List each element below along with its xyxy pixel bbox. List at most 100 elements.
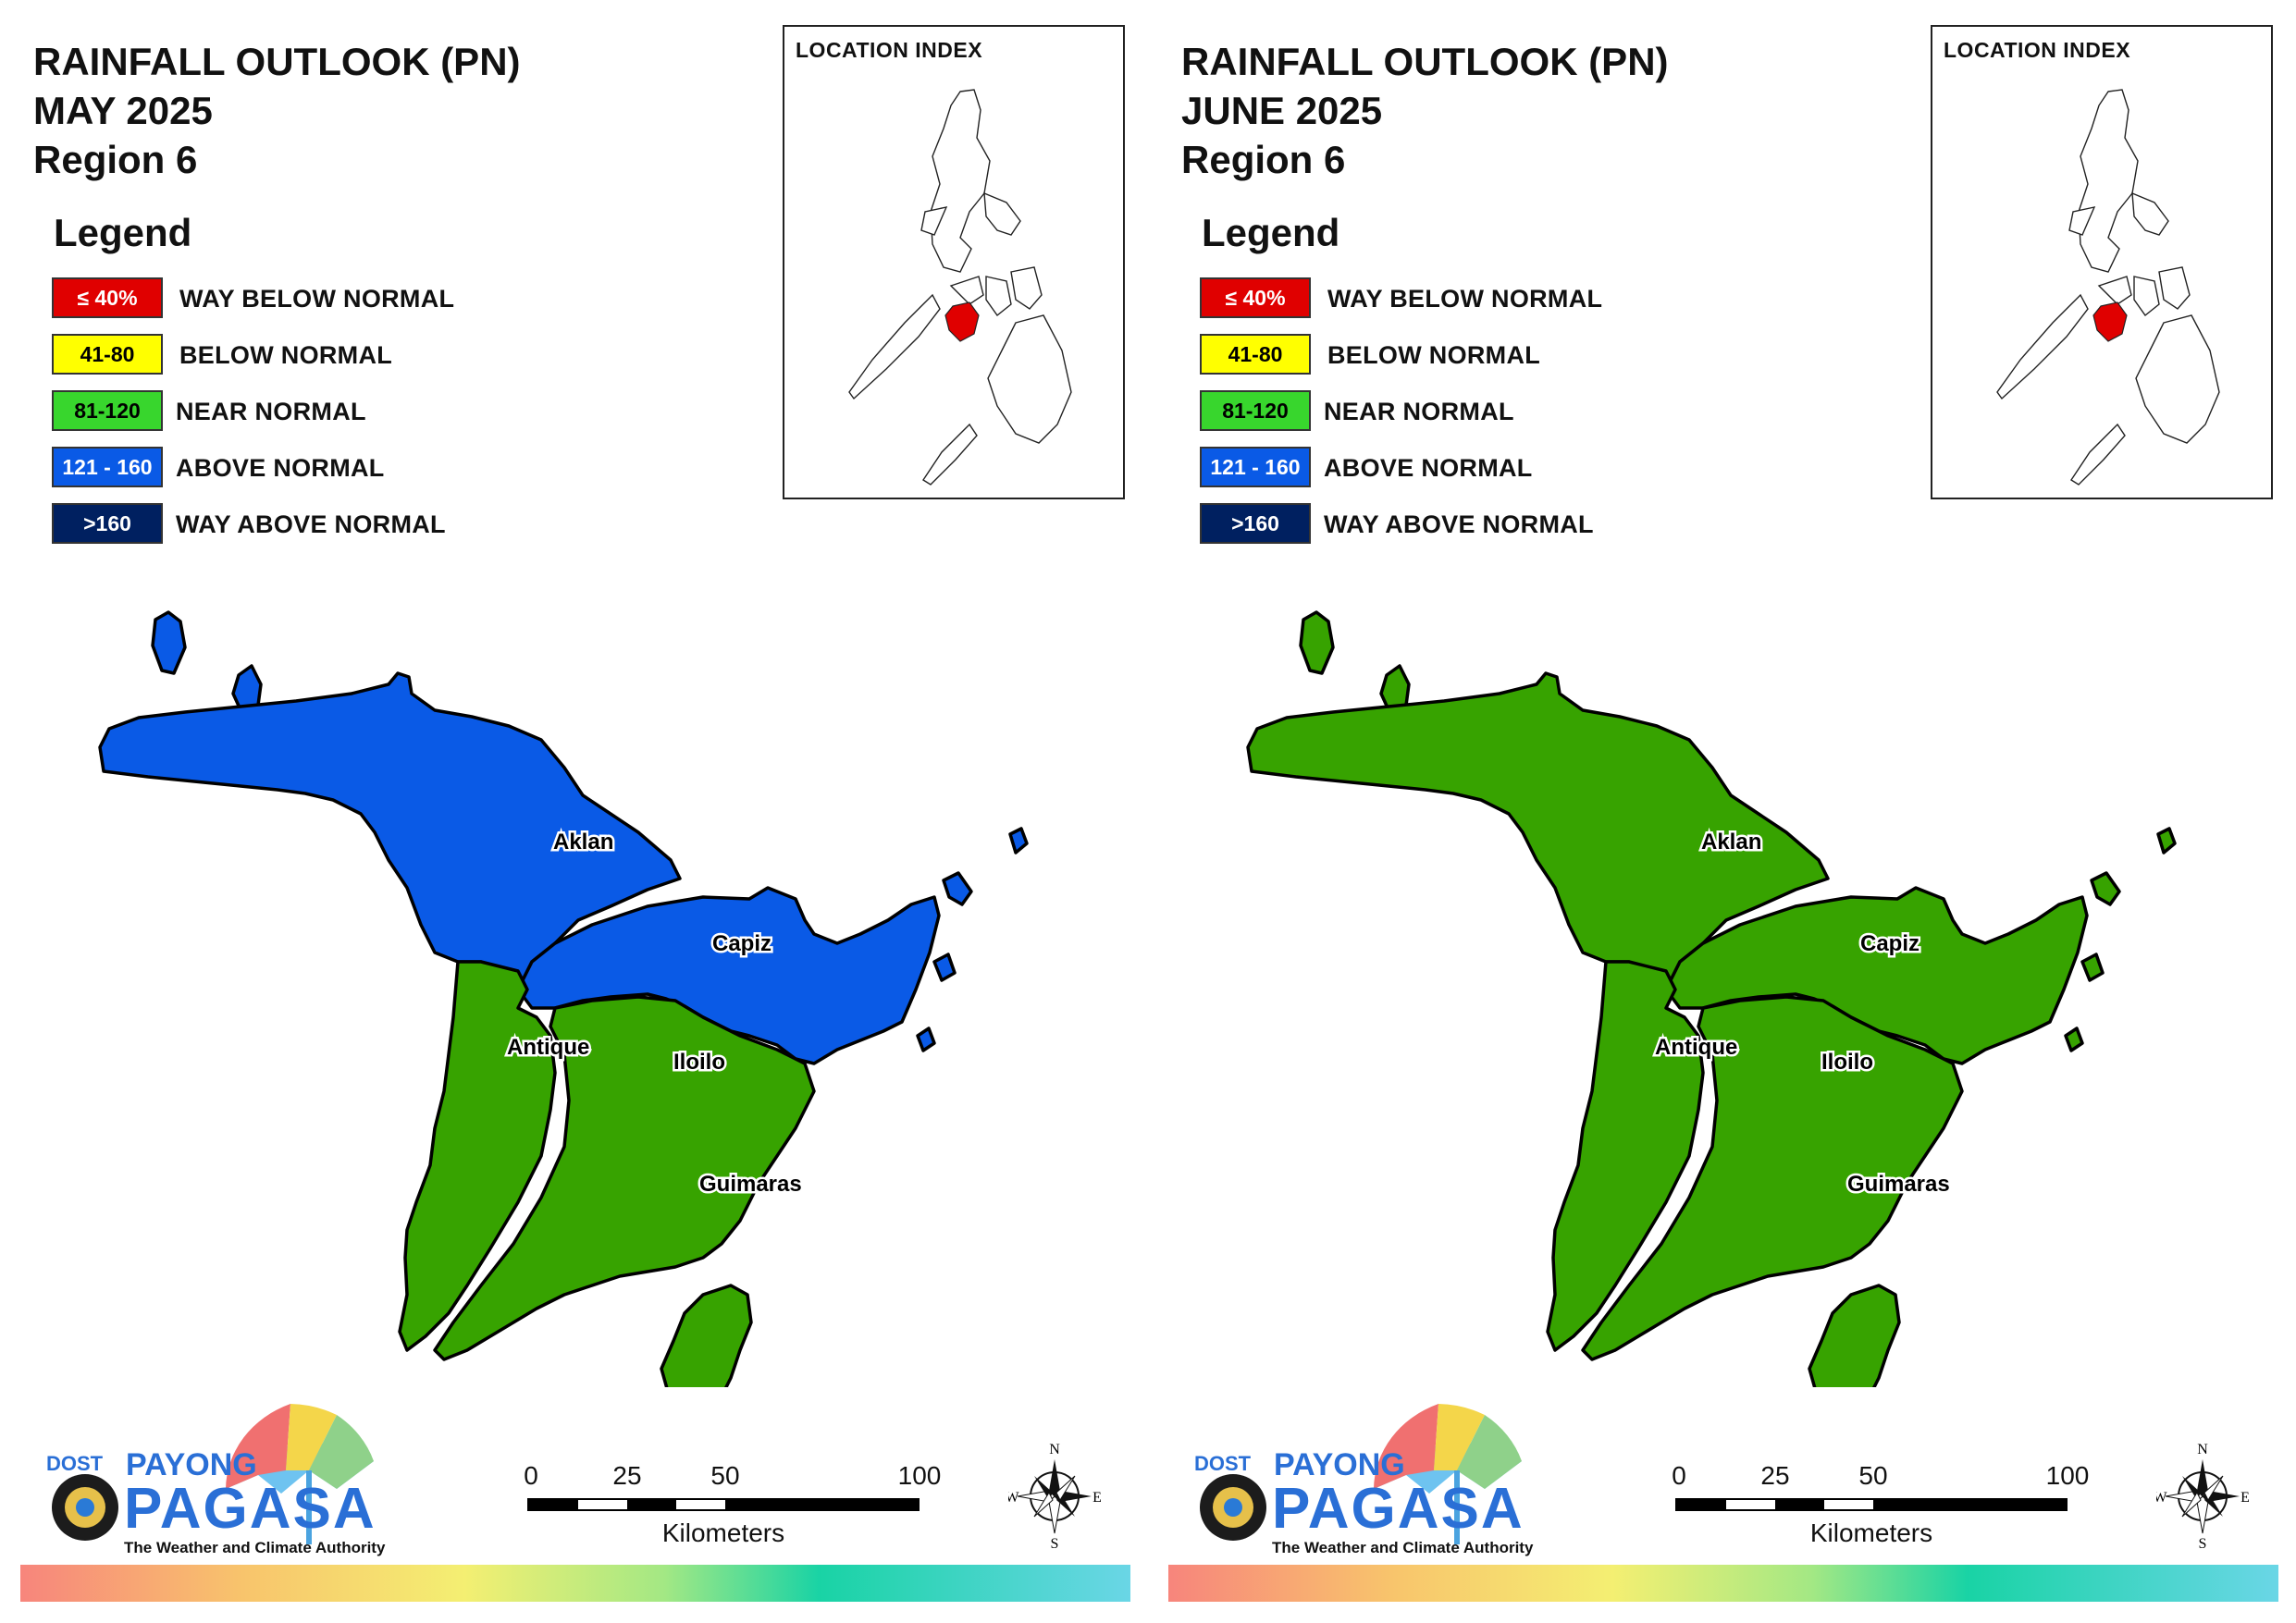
map-title: RAINFALL OUTLOOK (PN) MAY 2025 Region 6 xyxy=(33,37,521,184)
compass-e: E xyxy=(2240,1490,2249,1506)
label-aklan: Aklan xyxy=(553,830,613,855)
compass-e: E xyxy=(1092,1490,1101,1506)
compass-w: W xyxy=(1008,1490,1019,1506)
title-month: JUNE 2025 xyxy=(1181,89,1383,132)
scale-bar: 0 25 50 100 Kilometers xyxy=(524,1461,941,1554)
label-capiz: Capiz xyxy=(1860,931,1920,956)
scale-tick: 100 xyxy=(897,1461,942,1490)
legend-label: NEAR NORMAL xyxy=(176,398,366,425)
label-antique: Antique xyxy=(507,1035,589,1060)
legend-label: ABOVE NORMAL xyxy=(1324,454,1533,482)
scale-tick: 50 xyxy=(1858,1461,1888,1490)
legend-label: WAY ABOVE NORMAL xyxy=(176,510,446,538)
scale-unit: Kilometers xyxy=(661,1518,785,1547)
island-fragment xyxy=(1008,827,1029,855)
title-region: Region 6 xyxy=(33,138,198,181)
legend-label: BELOW NORMAL xyxy=(1327,341,1541,369)
legend-swatch: 81-120 xyxy=(52,390,163,431)
province-aklan[interactable] xyxy=(98,671,682,991)
north-arrow: N E S W xyxy=(2153,1439,2249,1552)
location-index-inset: LOCATION INDEX xyxy=(1931,25,2273,499)
legend-swatch: 81-120 xyxy=(1200,390,1311,431)
province-aklan[interactable] xyxy=(1246,671,1830,991)
legend-swatch: 41-80 xyxy=(52,334,163,375)
island-fragment xyxy=(2156,827,2177,855)
scale-bar-graphic xyxy=(527,1498,920,1511)
legend-swatch: ≤ 40% xyxy=(52,277,163,318)
region6-map: Aklan Capiz Antique Iloilo Guimaras xyxy=(98,610,1029,1387)
label-capiz: Capiz xyxy=(712,931,772,956)
legend-swatch: 41-80 xyxy=(1200,334,1311,375)
island-fragment xyxy=(916,1027,936,1052)
philippines-outline xyxy=(848,89,1072,486)
legend-label: WAY ABOVE NORMAL xyxy=(1324,510,1594,538)
scale-tick: 50 xyxy=(710,1461,740,1490)
logo-dost: DOST xyxy=(1194,1452,1252,1475)
pagasa-logo: DOST PAYONG PAGASA The Weather and Clima… xyxy=(1179,1387,1540,1563)
compass-w: W xyxy=(2156,1490,2167,1506)
june-outlook-panel: RAINFALL OUTLOOK (PN) JUNE 2025 Region 6… xyxy=(1148,0,2296,1623)
footer-gradient-bar xyxy=(20,1565,1130,1602)
province-capiz[interactable] xyxy=(1664,886,2089,1065)
scale-tick: 25 xyxy=(1760,1461,1790,1490)
legend-label: WAY BELOW NORMAL xyxy=(179,285,455,313)
legend-swatch: 121 - 160 xyxy=(52,447,163,487)
legend-swatch: >160 xyxy=(52,503,163,544)
region6-map: Aklan Capiz Antique Iloilo Guimaras xyxy=(1246,610,2177,1387)
island-fragment xyxy=(2080,953,2105,982)
legend-label: BELOW NORMAL xyxy=(179,341,393,369)
logo-dost: DOST xyxy=(46,1452,104,1475)
province-guimaras[interactable] xyxy=(660,1284,753,1387)
label-guimaras: Guimaras xyxy=(1847,1172,1950,1197)
compass-n: N xyxy=(2197,1442,2208,1457)
may-outlook-panel: RAINFALL OUTLOOK (PN) MAY 2025 Region 6 … xyxy=(20,25,1130,1602)
scale-bar-graphic xyxy=(1675,1498,2068,1511)
province-capiz[interactable] xyxy=(516,886,941,1065)
philippines-outline xyxy=(1996,89,2220,486)
title-line-1: RAINFALL OUTLOOK (PN) xyxy=(1181,40,1669,83)
legend-label: ABOVE NORMAL xyxy=(176,454,385,482)
region6-highlight xyxy=(2092,301,2128,342)
legend-title: Legend xyxy=(54,211,192,254)
province-guimaras[interactable] xyxy=(1808,1284,1901,1387)
scale-tick: 100 xyxy=(2045,1461,2090,1490)
island-fragment xyxy=(151,610,187,675)
scale-tick: 25 xyxy=(612,1461,642,1490)
pagasa-logo: DOST PAYONG PAGASA The Weather and Clima… xyxy=(31,1387,392,1563)
title-month: MAY 2025 xyxy=(33,89,213,132)
legend-label: WAY BELOW NORMAL xyxy=(1327,285,1603,313)
label-antique: Antique xyxy=(1655,1035,1737,1060)
logo-pagasa: PAGASA xyxy=(1272,1477,1524,1541)
legend-title: Legend xyxy=(1202,211,1340,254)
province-iloilo[interactable] xyxy=(1581,995,1964,1361)
map-title: RAINFALL OUTLOOK (PN) JUNE 2025 Region 6 xyxy=(1181,37,1669,184)
logo-payong: PAYONG xyxy=(1274,1447,1405,1482)
label-guimaras: Guimaras xyxy=(699,1172,802,1197)
label-iloilo: Iloilo xyxy=(673,1050,725,1075)
island-fragment xyxy=(1299,610,1335,675)
footer-gradient-bar xyxy=(1168,1565,2278,1602)
province-iloilo[interactable] xyxy=(433,995,816,1361)
region6-highlight xyxy=(944,301,980,342)
island-fragment xyxy=(942,871,973,906)
scale-unit: Kilometers xyxy=(1809,1518,1933,1547)
scale-tick: 0 xyxy=(524,1461,538,1490)
location-index-label: LOCATION INDEX xyxy=(1944,38,2131,62)
label-iloilo: Iloilo xyxy=(1821,1050,1873,1075)
compass-s: S xyxy=(1051,1536,1059,1550)
location-index-inset: LOCATION INDEX xyxy=(783,25,1125,499)
scale-tick: 0 xyxy=(1672,1461,1686,1490)
island-fragment xyxy=(2064,1027,2084,1052)
legend-label: NEAR NORMAL xyxy=(1324,398,1514,425)
legend-swatch: >160 xyxy=(1200,503,1311,544)
title-region: Region 6 xyxy=(1181,138,1346,181)
north-arrow: N E S W xyxy=(1005,1439,1101,1552)
island-fragment xyxy=(932,953,957,982)
logo-tagline: The Weather and Climate Authority xyxy=(1272,1539,1534,1556)
label-aklan: Aklan xyxy=(1701,830,1761,855)
location-index-label: LOCATION INDEX xyxy=(796,38,983,62)
compass-s: S xyxy=(2199,1536,2207,1550)
compass-n: N xyxy=(1049,1442,1060,1457)
province-antique[interactable] xyxy=(398,960,557,1352)
province-antique[interactable] xyxy=(1546,960,1705,1352)
